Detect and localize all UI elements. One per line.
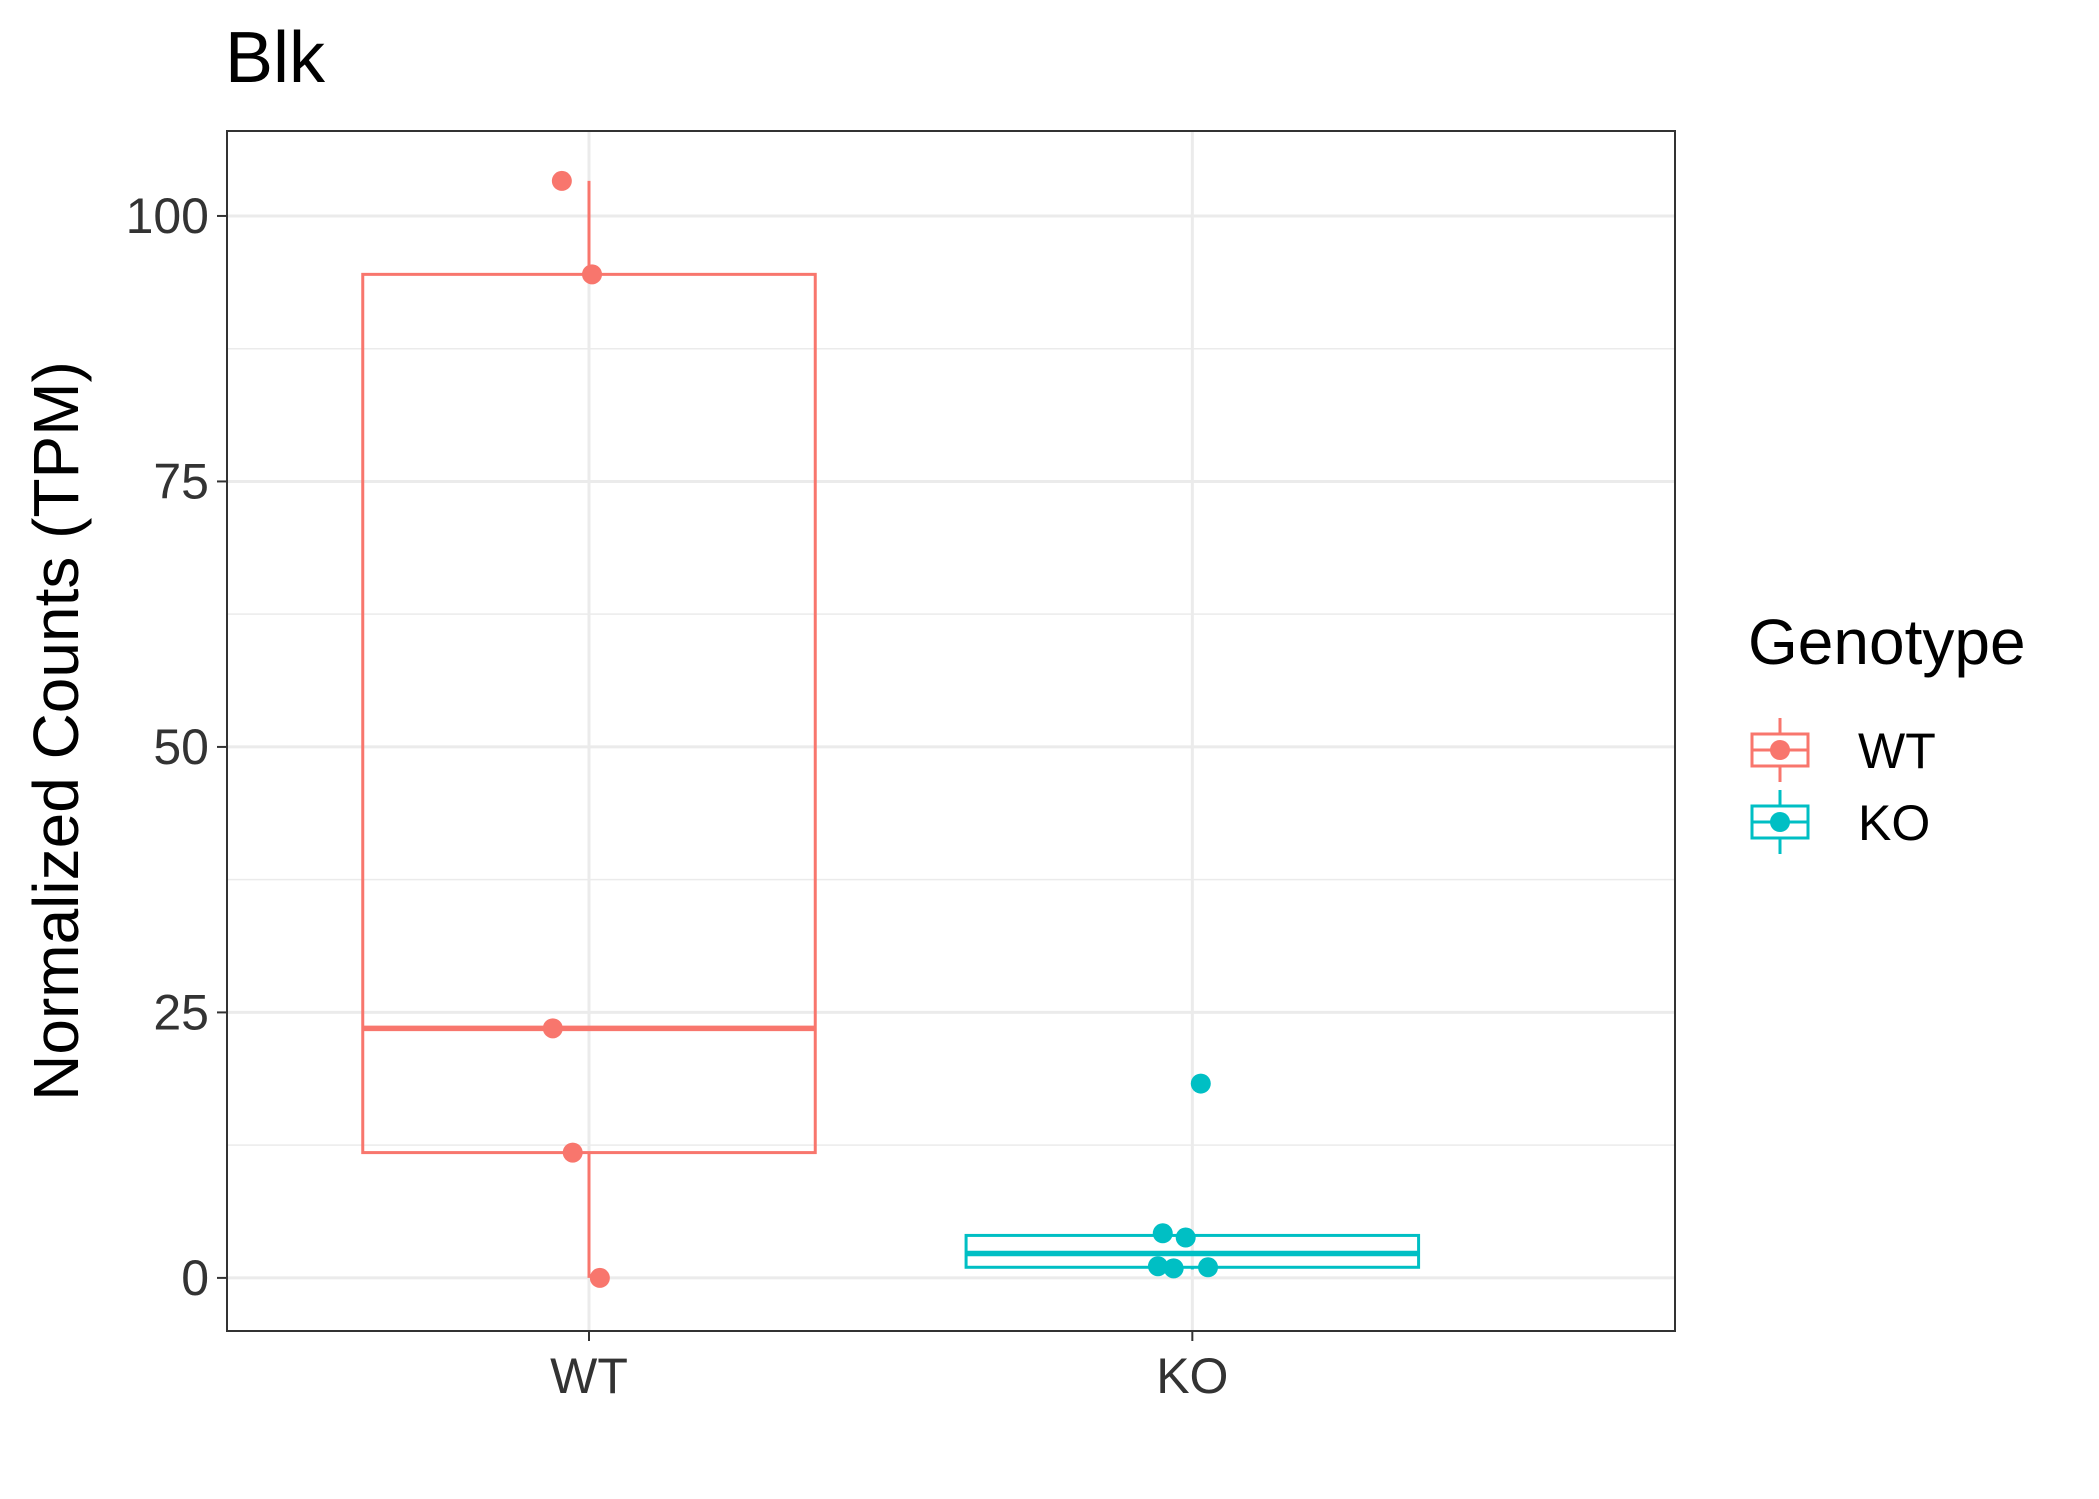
data-point [562,1142,583,1163]
x-tick-label: WT [550,1348,628,1404]
data-point [542,1018,563,1039]
x-tick-label: KO [1156,1348,1228,1404]
data-point [589,1267,610,1288]
grid-lines [227,131,1675,1331]
data-point [1198,1257,1219,1278]
legend-label-ko: KO [1858,795,1930,851]
y-axis-ticks: 0 25 50 75 100 [126,188,227,1306]
y-tick-label: 25 [153,984,209,1040]
data-points [542,170,1219,1288]
data-point [1152,1223,1173,1244]
data-point [1147,1256,1168,1277]
data-point [1175,1227,1196,1248]
data-point [1163,1258,1184,1279]
data-point [551,170,572,191]
y-axis-title: Normalized Counts (TPM) [20,361,92,1101]
plot-border [226,130,1676,1332]
legend-key-point [1770,812,1790,832]
legend-title: Genotype [1748,606,2026,678]
legend-key-point [1770,740,1790,760]
plot-panel [227,131,1675,1331]
legend-label-wt: WT [1858,723,1936,779]
legend: WT KO [1750,718,1936,854]
y-tick-label: 75 [153,453,209,509]
y-tick-label: 0 [181,1250,209,1306]
chart-title: Blk [225,18,326,98]
data-point [582,264,603,285]
x-axis-ticks: WT KO [550,1331,1228,1404]
y-tick-label: 50 [153,719,209,775]
y-tick-label: 100 [126,188,209,244]
data-point [1190,1073,1211,1094]
